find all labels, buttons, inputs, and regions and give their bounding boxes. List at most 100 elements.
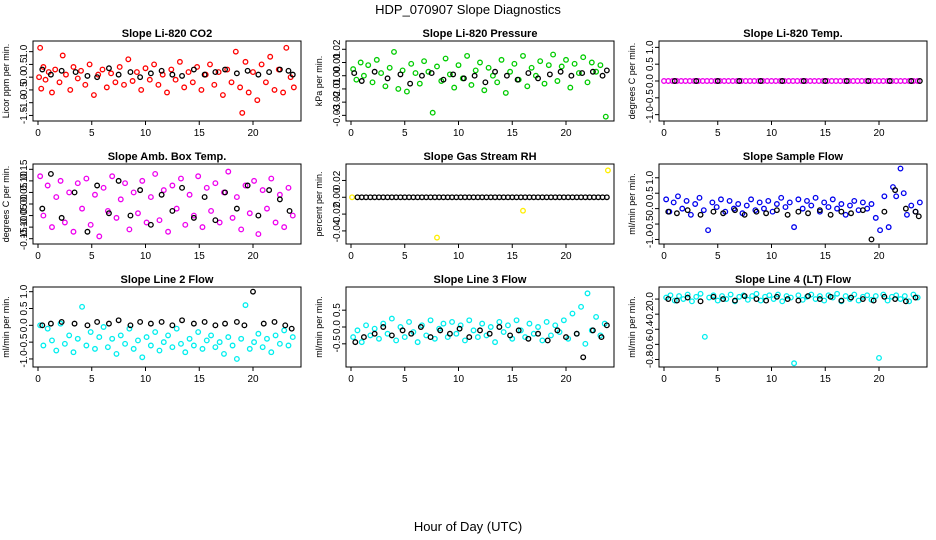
data-point: [593, 68, 600, 75]
panel-title: Slope Line 2 Flow: [121, 274, 214, 286]
data-point: [203, 337, 210, 344]
data-point: [168, 66, 175, 73]
data-point: [289, 334, 296, 341]
y-tick-label: 1.0: [645, 40, 656, 54]
data-point: [190, 342, 197, 349]
data-point: [808, 202, 815, 209]
data-point: [800, 78, 807, 84]
data-point: [503, 72, 510, 79]
data-point: [283, 44, 290, 51]
data-point: [784, 211, 791, 218]
data-point: [212, 180, 219, 187]
data-point: [468, 82, 475, 88]
data-point: [238, 226, 245, 233]
x-tick-label: 10: [766, 251, 778, 262]
y-tick-label: 1.0: [19, 44, 30, 58]
data-point: [219, 92, 226, 98]
data-point: [349, 194, 356, 201]
data-point: [360, 334, 367, 341]
data-point: [822, 78, 829, 84]
data-point: [190, 212, 197, 219]
data-point: [763, 297, 770, 304]
data-point: [109, 173, 116, 180]
data-point: [419, 72, 425, 79]
data-point: [558, 63, 565, 70]
data-point: [70, 228, 77, 235]
y-tick-label: -0.03: [332, 104, 343, 127]
series-1: [663, 165, 923, 234]
data-point: [281, 224, 288, 231]
y-axis-label: kPa per min.: [314, 56, 324, 107]
data-point: [545, 62, 552, 69]
data-point: [198, 86, 205, 93]
y-tick-label: -0.02: [332, 202, 343, 225]
y-axis-label: degrees C per min.: [1, 166, 11, 243]
data-point: [526, 320, 533, 327]
data-point: [121, 81, 127, 88]
data-point: [49, 89, 55, 96]
data-point: [864, 292, 871, 299]
data-point: [868, 236, 875, 243]
data-point: [225, 168, 232, 175]
data-point: [735, 201, 742, 207]
panel-title: Slope Line 4 (LT) Flow: [735, 274, 851, 286]
data-point: [276, 340, 283, 347]
panel-title: Slope Amb. Box Temp.: [108, 151, 227, 163]
data-point: [765, 197, 772, 204]
data-point: [462, 337, 468, 344]
data-point: [568, 72, 575, 79]
data-point: [805, 293, 811, 299]
data-point: [671, 297, 678, 304]
data-point: [39, 205, 46, 212]
data-point: [675, 193, 681, 200]
x-tick-label: 0: [661, 128, 667, 139]
data-point: [169, 182, 176, 189]
data-point: [749, 293, 756, 299]
x-tick-label: 10: [140, 128, 152, 139]
data-point: [232, 48, 239, 55]
x-tick-label: 5: [402, 374, 408, 385]
data-point: [282, 322, 289, 329]
data-point: [58, 319, 65, 325]
y-tick-label: 0.15: [19, 159, 30, 179]
data-point: [130, 345, 137, 352]
data-point: [434, 234, 440, 241]
data-point: [105, 320, 112, 327]
y-tick-label: -1.5: [19, 106, 30, 124]
data-point: [142, 65, 149, 72]
x-tick-label: 0: [348, 251, 354, 262]
data-point: [126, 325, 133, 332]
data-point: [580, 354, 587, 361]
data-point: [403, 88, 410, 95]
data-point: [290, 84, 297, 91]
data-point: [799, 205, 806, 212]
series-1: [663, 290, 921, 367]
data-point: [804, 197, 810, 204]
data-point: [286, 207, 293, 214]
data-point: [39, 322, 46, 329]
data-point: [178, 175, 184, 182]
series-2: [351, 67, 610, 87]
data-point: [482, 79, 489, 86]
data-point: [893, 193, 900, 200]
y-tick-label: -1.0: [19, 350, 30, 368]
data-point: [821, 199, 828, 206]
data-point: [554, 327, 561, 334]
data-point: [736, 78, 743, 84]
data-point: [373, 56, 380, 63]
data-point: [582, 340, 589, 347]
plot-frame: [345, 40, 615, 122]
y-tick-label: 0.5: [19, 57, 30, 71]
x-tick-label: 5: [715, 128, 721, 139]
panel-1: Slope Li-820 CO2 0 5 10 15 20 -1.5-1.0-0.50.00…: [1, 28, 302, 139]
data-point: [61, 340, 68, 347]
y-tick-label: -0.5: [645, 89, 656, 107]
data-point: [778, 194, 785, 201]
data-point: [195, 329, 202, 335]
data-point: [172, 76, 179, 83]
data-point: [47, 71, 54, 78]
data-point: [285, 67, 292, 74]
data-point: [281, 327, 288, 334]
data-point: [593, 313, 600, 320]
data-point: [912, 294, 919, 301]
